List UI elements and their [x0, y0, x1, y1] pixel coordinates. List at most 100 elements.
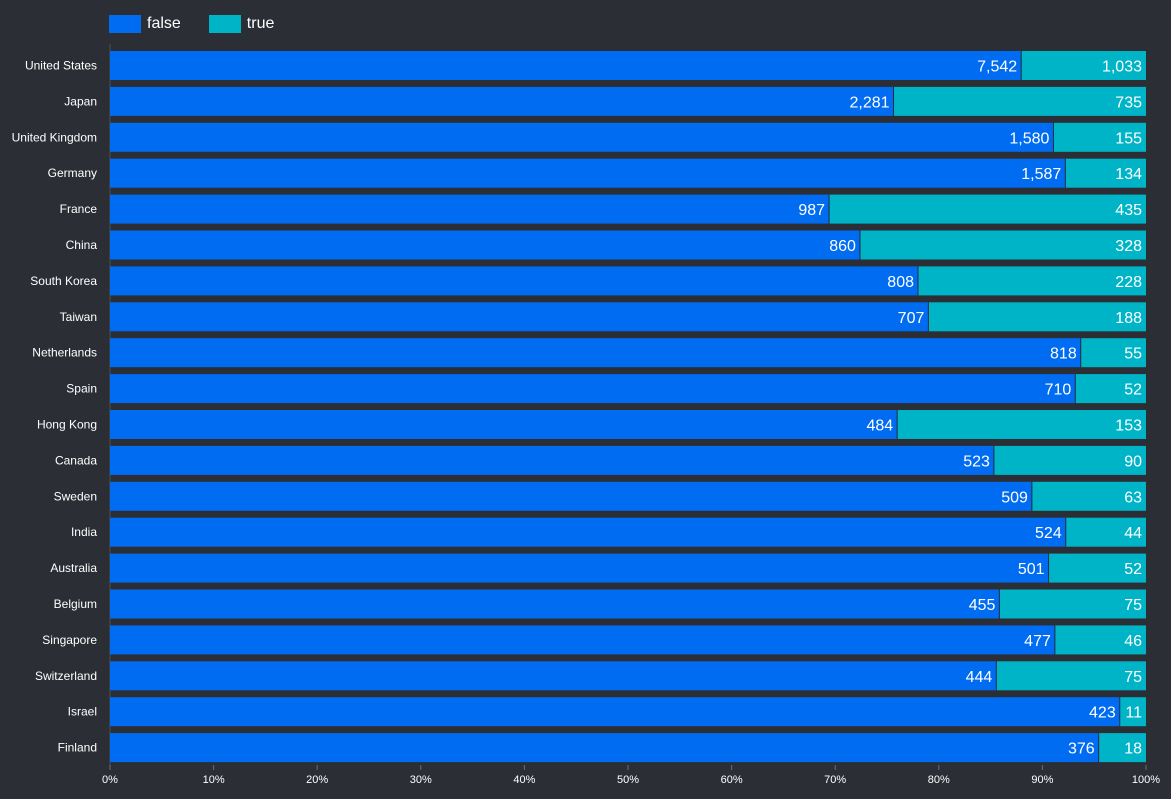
bar-true[interactable]	[829, 194, 1146, 224]
x-tick-label: 80%	[928, 774, 950, 786]
data-label-true: 11	[1125, 705, 1142, 722]
x-tick-label: 50%	[617, 774, 639, 786]
data-label-true: 155	[1115, 130, 1142, 147]
bar-false[interactable]	[110, 553, 1049, 583]
legend-swatch-false	[109, 15, 141, 33]
bar-false[interactable]	[110, 51, 1022, 80]
legend-label-true: true	[246, 15, 275, 32]
category-label: Switzerland	[35, 669, 97, 683]
x-tick-label: 0%	[102, 774, 118, 786]
category-label: Spain	[66, 382, 97, 396]
bar-true[interactable]	[1053, 122, 1146, 152]
legend: false true	[109, 15, 274, 33]
bar-false[interactable]	[110, 517, 1066, 547]
data-label-false: 484	[866, 418, 893, 435]
category-label: Singapore	[42, 633, 97, 647]
data-label-false: 455	[969, 597, 996, 614]
data-label-true: 46	[1124, 633, 1142, 650]
data-label-true: 188	[1115, 310, 1142, 327]
legend-item-false[interactable]: false	[109, 15, 181, 33]
category-label: Canada	[55, 453, 97, 467]
data-label-false: 987	[798, 202, 825, 219]
x-tick-label: 20%	[306, 774, 328, 786]
data-label-true: 328	[1115, 238, 1142, 255]
bar-false[interactable]	[110, 445, 994, 475]
bar-false[interactable]	[110, 410, 898, 439]
bar-false[interactable]	[110, 697, 1120, 727]
legend-label-false: false	[147, 15, 181, 32]
data-label-false: 1,587	[1021, 166, 1061, 183]
legend-item-true[interactable]: true	[208, 15, 275, 33]
data-label-false: 1,580	[1009, 130, 1049, 147]
bar-false[interactable]	[110, 374, 1076, 404]
category-label: Netherlands	[32, 346, 97, 360]
bar-true[interactable]	[859, 230, 1146, 260]
bar-true[interactable]	[928, 302, 1146, 332]
bar-false[interactable]	[110, 302, 929, 332]
category-label: United Kingdom	[12, 130, 97, 144]
x-tick-label: 90%	[1031, 774, 1053, 786]
category-label: Germany	[48, 166, 97, 180]
data-label-false: 808	[887, 274, 914, 291]
bar-true[interactable]	[1065, 517, 1146, 547]
bar-true[interactable]	[897, 410, 1146, 439]
data-label-false: 444	[966, 669, 993, 686]
data-label-true: 90	[1124, 453, 1142, 470]
bar-false[interactable]	[110, 266, 918, 296]
bar-false[interactable]	[110, 194, 830, 224]
data-label-true: 435	[1115, 202, 1142, 219]
bar-true[interactable]	[999, 589, 1146, 619]
category-label: Sweden	[54, 489, 97, 503]
bar-true[interactable]	[1048, 553, 1146, 583]
data-label-true: 52	[1124, 561, 1142, 578]
bar-false[interactable]	[110, 230, 860, 260]
category-label: Israel	[68, 705, 97, 719]
bar-false[interactable]	[110, 158, 1066, 188]
bar-true[interactable]	[918, 266, 1146, 296]
bar-true[interactable]	[1054, 625, 1146, 655]
bar-true[interactable]	[1119, 697, 1146, 727]
category-label: France	[60, 202, 98, 216]
data-label-true: 44	[1124, 525, 1142, 542]
bar-true[interactable]	[893, 86, 1146, 116]
x-tick-label: 10%	[203, 774, 225, 786]
bar-false[interactable]	[110, 733, 1099, 763]
data-label-true: 134	[1115, 166, 1142, 183]
data-label-false: 818	[1050, 346, 1077, 363]
category-label: South Korea	[30, 274, 97, 288]
data-label-true: 75	[1124, 597, 1142, 614]
bar-false[interactable]	[110, 86, 894, 116]
bar-false[interactable]	[110, 338, 1081, 368]
bar-true[interactable]	[993, 445, 1146, 475]
data-label-false: 501	[1018, 561, 1045, 578]
data-label-false: 710	[1045, 382, 1072, 399]
data-label-true: 75	[1124, 669, 1142, 686]
bar-false[interactable]	[110, 661, 997, 691]
data-label-false: 376	[1068, 741, 1095, 758]
bar-true[interactable]	[996, 661, 1146, 691]
data-label-true: 228	[1115, 274, 1142, 291]
data-label-true: 1,033	[1102, 59, 1142, 76]
bar-true[interactable]	[1065, 158, 1146, 188]
data-label-false: 523	[963, 453, 990, 470]
bar-true[interactable]	[1021, 51, 1146, 80]
x-tick-label: 100%	[1132, 774, 1160, 786]
data-label-true: 52	[1124, 382, 1142, 399]
bar-true[interactable]	[1080, 338, 1146, 368]
category-label: Finland	[58, 741, 97, 755]
data-label-true: 153	[1115, 418, 1142, 435]
x-tick-label: 30%	[410, 774, 432, 786]
bar-false[interactable]	[110, 589, 1000, 619]
bar-false[interactable]	[110, 122, 1054, 152]
category-label: India	[71, 525, 97, 539]
data-label-false: 860	[829, 238, 856, 255]
bar-true[interactable]	[1075, 374, 1146, 404]
data-label-false: 477	[1024, 633, 1051, 650]
bar-true[interactable]	[1098, 733, 1146, 763]
x-tick-label: 60%	[721, 774, 743, 786]
bar-true[interactable]	[1031, 481, 1146, 511]
data-label-false: 7,542	[977, 59, 1017, 76]
bar-false[interactable]	[110, 625, 1055, 655]
bar-false[interactable]	[110, 481, 1032, 511]
